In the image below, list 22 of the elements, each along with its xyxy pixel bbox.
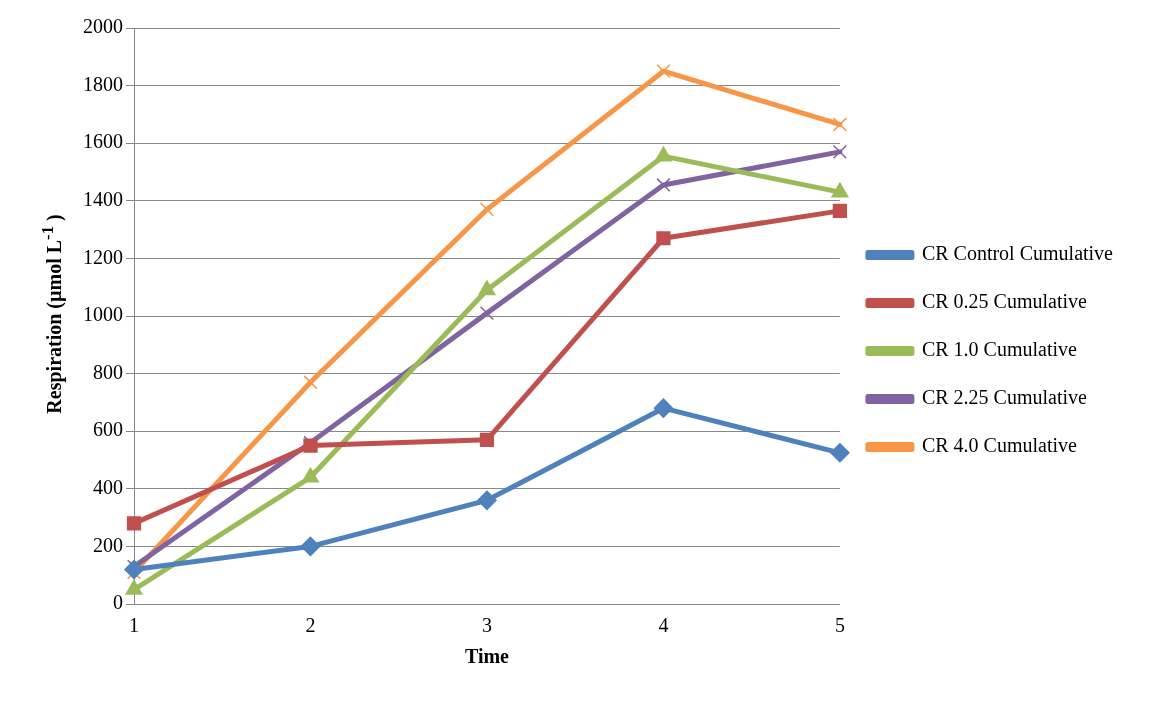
x-tick-label: 3 bbox=[481, 614, 492, 637]
x-tick-label: 2 bbox=[305, 614, 316, 637]
x-tick-label: 4 bbox=[658, 614, 669, 637]
x-tick-label: 5 bbox=[834, 614, 845, 637]
x-axis-title: Time bbox=[464, 645, 510, 668]
y-tick-label: 1000 bbox=[83, 303, 123, 326]
y-tick-label: 200 bbox=[93, 533, 123, 556]
legend-label: CR 4.0 Cumulative bbox=[921, 434, 1078, 457]
y-tick-label: 2000 bbox=[83, 15, 123, 38]
x-tick-label: 1 bbox=[129, 614, 139, 637]
y-tick-label: 400 bbox=[93, 476, 123, 499]
legend-label: CR 2.25 Cumulative bbox=[921, 386, 1088, 409]
y-tick-label: 1800 bbox=[83, 72, 123, 95]
y-tick-label: 1600 bbox=[83, 130, 123, 153]
y-tick-label: 1400 bbox=[83, 188, 123, 211]
legend-label: CR 1.0 Cumulative bbox=[921, 338, 1078, 361]
y-tick-label: 1200 bbox=[83, 245, 123, 268]
legend-label: CR Control Cumulative bbox=[921, 242, 1114, 265]
y-tick-label: 600 bbox=[93, 418, 123, 441]
y-tick-label: 0 bbox=[113, 591, 123, 614]
legend-label: CR 0.25 Cumulative bbox=[921, 290, 1088, 313]
y-tick-label: 800 bbox=[93, 360, 123, 383]
